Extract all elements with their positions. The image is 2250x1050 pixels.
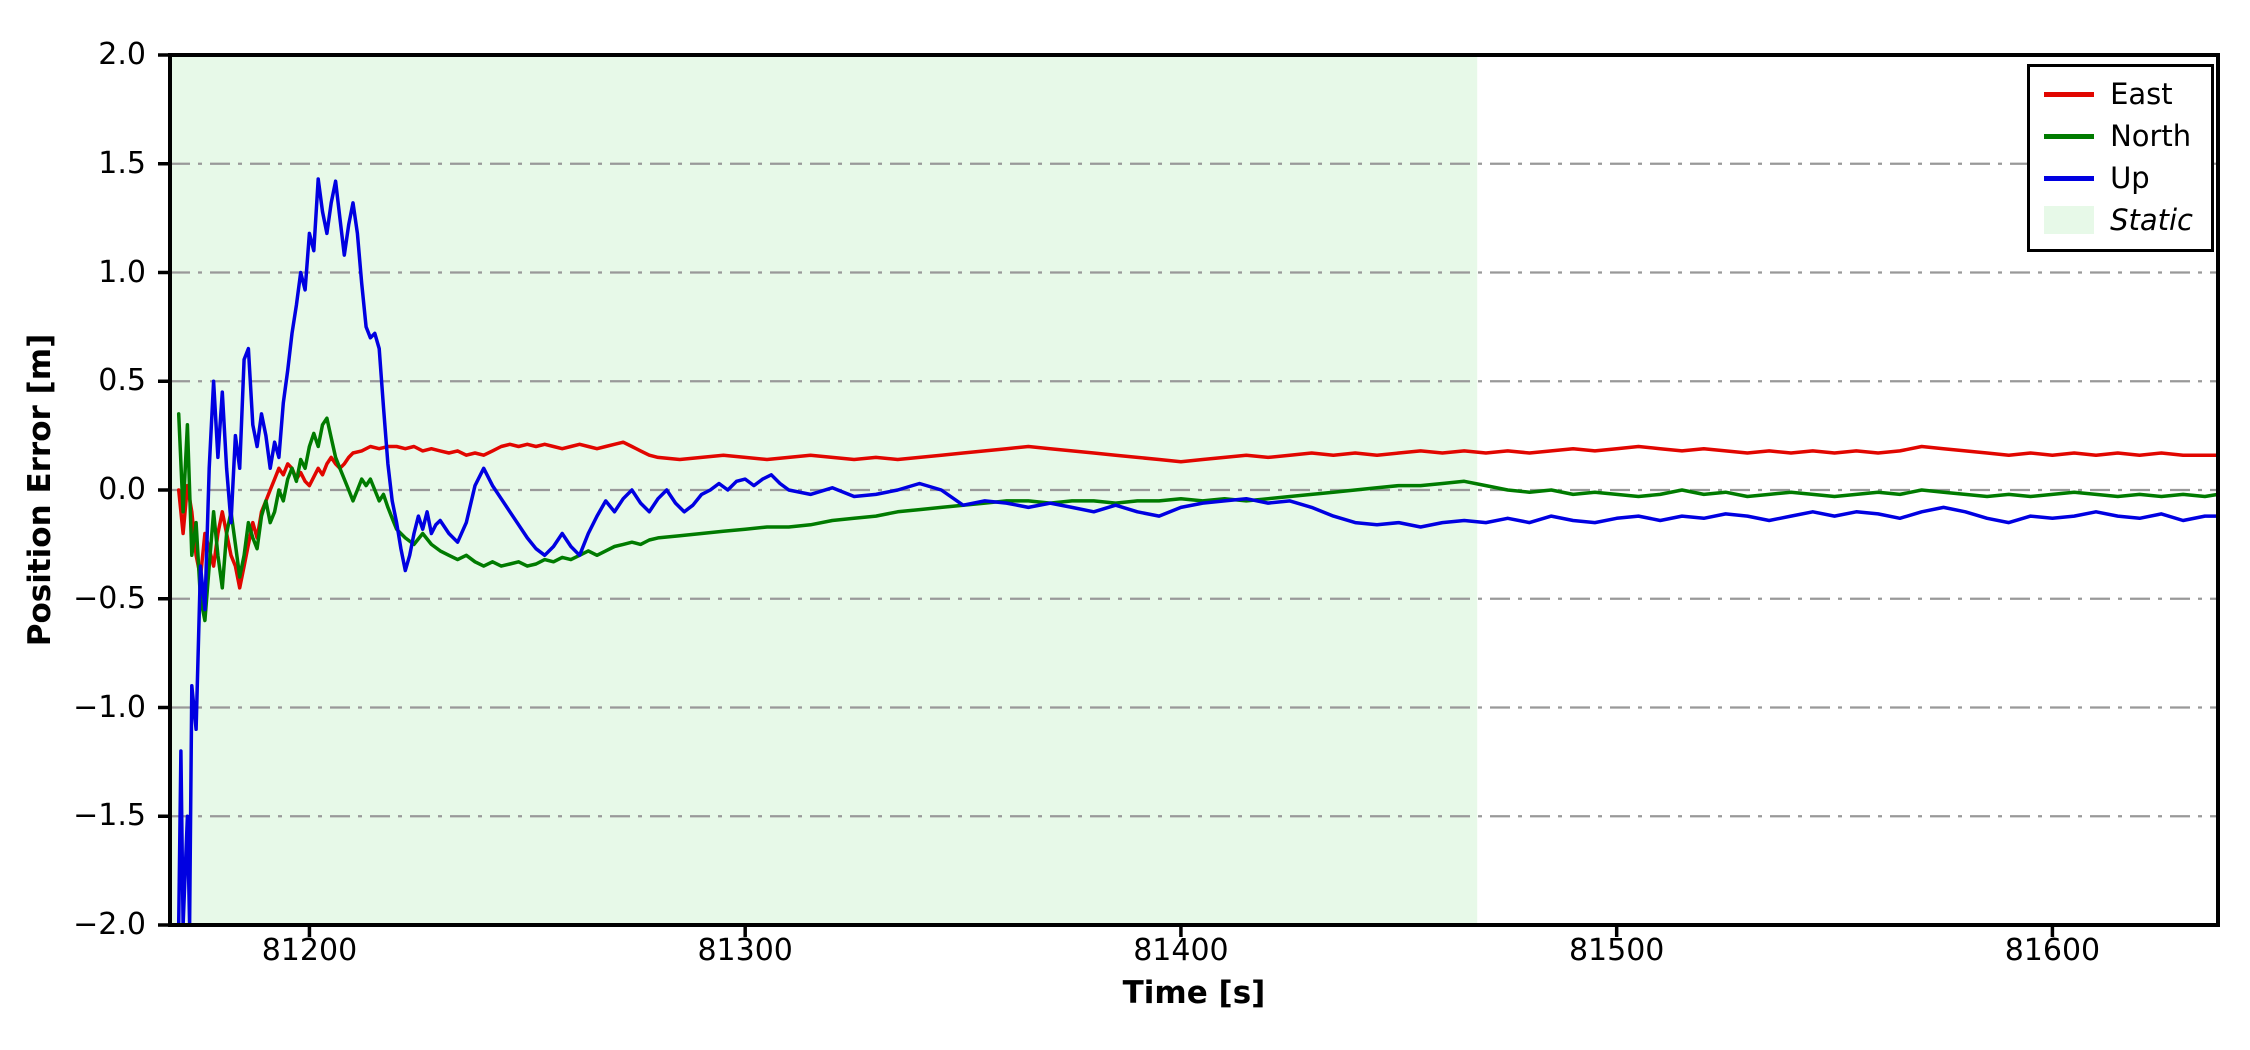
x-tick-label: 81200 xyxy=(261,933,358,968)
legend-item-north: North xyxy=(2044,115,2193,157)
y-tick-label: −0.5 xyxy=(73,580,146,616)
y-tick-label: 1.0 xyxy=(98,254,146,290)
x-axis-label: Time [s] xyxy=(1122,975,1266,1011)
legend-item-up: Up xyxy=(2044,157,2193,199)
y-tick-label: −2.0 xyxy=(73,907,146,942)
static-patch-swatch xyxy=(2044,206,2095,234)
up-line-swatch xyxy=(2044,175,2095,181)
y-tick-label: 2.0 xyxy=(98,37,146,72)
legend-label-static: Static xyxy=(2110,203,2193,237)
legend-label-north: North xyxy=(2110,119,2192,153)
x-tick-label: 81500 xyxy=(1568,933,1665,968)
x-tick-label: 81400 xyxy=(1133,933,1229,968)
y-tick-label: 0.5 xyxy=(98,363,146,399)
x-tick-label: 81300 xyxy=(697,933,793,968)
north-line-swatch xyxy=(2044,133,2095,139)
legend-item-static: Static xyxy=(2044,199,2193,241)
y-tick-label: 0.0 xyxy=(98,472,146,507)
legend-item-east: East xyxy=(2044,73,2193,115)
legend-label-east: East xyxy=(2110,77,2173,111)
east-line-swatch xyxy=(2044,91,2095,97)
y-tick-label: 1.5 xyxy=(98,145,146,181)
legend-label-up: Up xyxy=(2110,161,2150,195)
legend: East North Up Static xyxy=(2027,64,2214,252)
y-tick-label: −1.5 xyxy=(73,798,146,834)
x-tick-label: 81600 xyxy=(2004,933,2101,968)
y-tick-label: −1.0 xyxy=(73,689,146,725)
